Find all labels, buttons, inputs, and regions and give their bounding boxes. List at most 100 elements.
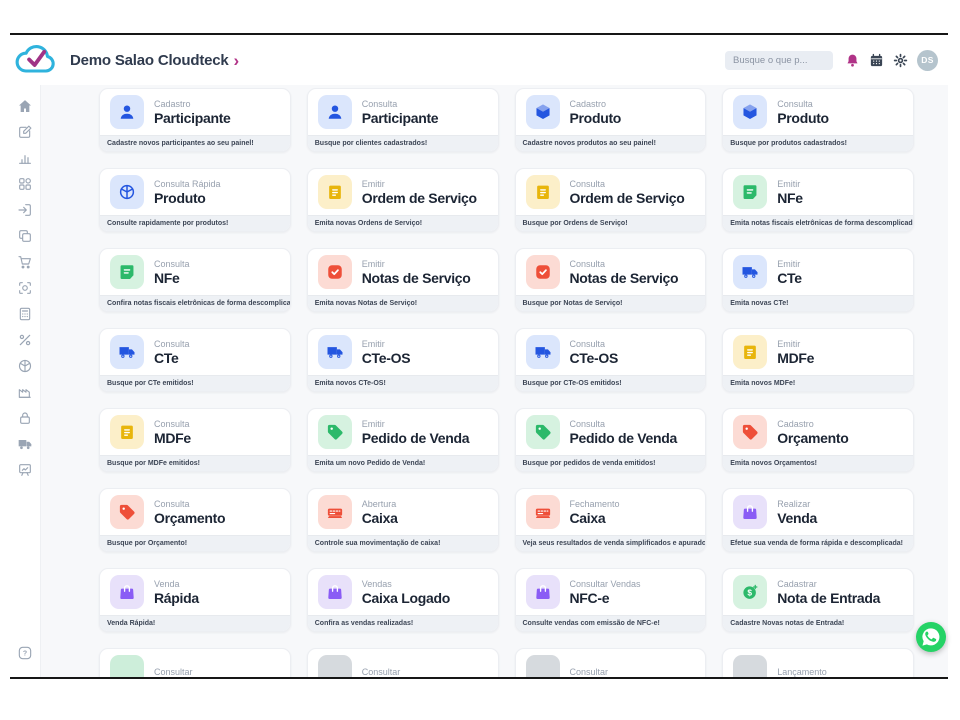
sidebar-item-scanner[interactable] bbox=[17, 280, 33, 296]
card-body: Vendas Caixa Logado bbox=[308, 569, 498, 615]
sign-in-icon bbox=[17, 202, 33, 218]
account-switcher[interactable]: Demo Salao Cloudteck › bbox=[70, 52, 239, 69]
card-category: Consulta bbox=[569, 258, 606, 269]
card-emitir-cte[interactable]: Emitir CTe Emita novas CTe! bbox=[722, 248, 914, 312]
clipboard-icon bbox=[118, 423, 136, 441]
card-realizar-venda[interactable]: Realizar Venda Efetue sua venda de forma… bbox=[722, 488, 914, 552]
card-cadastro-orcamento[interactable]: Cadastro Orçamento Emita novos Orçamento… bbox=[722, 408, 914, 472]
card-text: Consultar bbox=[570, 667, 609, 678]
cube-icon bbox=[534, 103, 552, 121]
blank-icon bbox=[534, 663, 552, 677]
sidebar-item-reports[interactable] bbox=[17, 150, 33, 166]
card-lancamento-partial[interactable]: Lançamento bbox=[722, 648, 914, 677]
card-category: Consulta Rápida bbox=[154, 178, 221, 189]
card-category: Consultar bbox=[569, 666, 609, 677]
card-description: Busque por Notas de Serviço! bbox=[515, 295, 706, 311]
card-abertura-caixa[interactable]: Abertura Caixa Controle sua movimentação… bbox=[306, 488, 499, 552]
card-emitir-cte-os[interactable]: Emitir CTe-OS Emita novos CTe-OS! bbox=[306, 328, 499, 392]
sidebar-item-entry[interactable] bbox=[17, 202, 33, 218]
card-vendas-caixa-logado[interactable]: Vendas Caixa Logado Confira as vendas re… bbox=[306, 568, 499, 632]
card-title: Venda bbox=[777, 509, 817, 526]
settings-gear-icon[interactable] bbox=[893, 53, 908, 68]
card-category: Cadastrar bbox=[777, 578, 817, 589]
clipboard-icon bbox=[326, 183, 344, 201]
sidebar-item-modules[interactable] bbox=[17, 176, 33, 192]
card-consultar-partial-1[interactable]: Consultar bbox=[99, 648, 291, 677]
card-icon-tile bbox=[525, 335, 560, 369]
card-cadastrar-nota-de-entrada[interactable]: Cadastrar Nota de Entrada Cadastre Novas… bbox=[722, 568, 914, 632]
card-emitir-nfe[interactable]: Emitir NFe Emita notas fiscais eletrônic… bbox=[722, 168, 914, 232]
card-text: Cadastro Orçamento bbox=[777, 419, 849, 446]
card-consulta-produto[interactable]: Consulta Produto Busque por produtos cad… bbox=[722, 88, 914, 152]
whatsapp-button[interactable] bbox=[916, 622, 946, 652]
calendar-icon[interactable] bbox=[869, 53, 884, 68]
card-consultar-partial-2[interactable]: Consultar bbox=[306, 648, 499, 677]
card-text: Venda Rápida bbox=[154, 579, 199, 606]
card-description: Venda Rápida! bbox=[100, 615, 290, 631]
sidebar-item-help[interactable] bbox=[17, 645, 33, 661]
card-icon-tile bbox=[733, 415, 768, 449]
card-category: Fechamento bbox=[569, 498, 620, 509]
card-consulta-nfe[interactable]: Consulta NFe Confira notas fiscais eletr… bbox=[99, 248, 291, 312]
sidebar-item-security[interactable] bbox=[17, 410, 33, 426]
sidebar-item-logistics[interactable] bbox=[17, 436, 33, 452]
card-category: Emitir bbox=[777, 338, 801, 349]
card-category: Consulta bbox=[154, 498, 190, 509]
card-icon-tile bbox=[317, 95, 352, 129]
card-description: Emita novos Orçamentos! bbox=[723, 455, 913, 471]
percent-icon bbox=[17, 332, 33, 348]
search-input[interactable] bbox=[725, 50, 833, 70]
card-category: Consulta bbox=[569, 418, 606, 429]
sidebar-item-purchases[interactable] bbox=[17, 254, 33, 270]
card-emitir-pedido-de-venda[interactable]: Emitir Pedido de Venda Emita um novo Ped… bbox=[306, 408, 499, 472]
card-consulta-ordem-de-servico[interactable]: Consulta Ordem de Serviço Busque por Ord… bbox=[514, 168, 707, 232]
card-consulta-cte[interactable]: Consulta CTe Busque por CTe emitidos! bbox=[99, 328, 291, 392]
card-consulta-pedido-de-venda[interactable]: Consulta Pedido de Venda Busque por pedi… bbox=[514, 408, 707, 472]
card-consulta-participante[interactable]: Consulta Participante Busque por cliente… bbox=[306, 88, 499, 152]
card-text: Consultar bbox=[154, 667, 193, 678]
card-consulta-mdfe[interactable]: Consulta MDFe Busque por MDFe emitidos! bbox=[99, 408, 291, 472]
card-emitir-mdfe[interactable]: Emitir MDFe Emita novos MDFe! bbox=[722, 328, 914, 392]
sidebar-item-documents[interactable] bbox=[17, 228, 33, 244]
card-consulta-orcamento[interactable]: Consulta Orçamento Busque por Orçamento! bbox=[99, 488, 291, 552]
card-category: Consultar bbox=[154, 666, 193, 677]
card-text: Consulta Produto bbox=[777, 99, 829, 126]
card-venda-rapida[interactable]: Venda Rápida Venda Rápida! bbox=[99, 568, 291, 632]
card-icon-tile bbox=[733, 655, 768, 677]
factory-icon bbox=[17, 384, 33, 400]
card-emitir-ordem-de-servico[interactable]: Emitir Ordem de Serviço Emita novas Orde… bbox=[306, 168, 499, 232]
card-description: Busque por CTe emitidos! bbox=[100, 375, 290, 391]
card-consultar-vendas-nfc-e[interactable]: Consultar Vendas NFC-e Consulte vendas c… bbox=[514, 568, 707, 632]
card-text: Emitir CTe-OS bbox=[362, 339, 411, 366]
sidebar-item-calculator[interactable] bbox=[17, 306, 33, 322]
card-cadastro-produto[interactable]: Cadastro Produto Cadastre novos produtos… bbox=[514, 88, 707, 152]
card-consulta-rapida-produto[interactable]: Consulta Rápida Produto Consulte rapidam… bbox=[99, 168, 291, 232]
sidebar-item-discounts[interactable] bbox=[17, 332, 33, 348]
sidebar-item-compose[interactable] bbox=[17, 124, 33, 140]
card-emitir-notas-de-servico[interactable]: Emitir Notas de Serviço Emita novas Nota… bbox=[306, 248, 499, 312]
chevron-right-icon: › bbox=[233, 50, 240, 70]
card-description: Busque por pedidos de venda emitidos! bbox=[515, 455, 706, 471]
blank-icon bbox=[118, 663, 136, 677]
card-text: Consulta Pedido de Venda bbox=[570, 419, 678, 446]
sidebar-item-home[interactable] bbox=[17, 98, 33, 114]
card-icon-tile bbox=[733, 495, 768, 529]
card-title: MDFe bbox=[777, 349, 815, 366]
sidebar-item-presentation[interactable] bbox=[17, 462, 33, 478]
sidebar-item-manufacturing[interactable] bbox=[17, 384, 33, 400]
package-sphere-icon bbox=[17, 358, 33, 374]
card-body: Lançamento bbox=[723, 649, 913, 677]
card-description: Busque por produtos cadastrados! bbox=[723, 135, 913, 151]
sidebar-item-products[interactable] bbox=[17, 358, 33, 374]
card-icon-tile bbox=[317, 415, 352, 449]
card-fechamento-caixa[interactable]: Fechamento Caixa Veja seus resultados de… bbox=[514, 488, 707, 552]
card-cadastro-participante[interactable]: Cadastro Participante Cadastre novos par… bbox=[99, 88, 291, 152]
card-consulta-cte-os[interactable]: Consulta CTe-OS Busque por CTe-OS emitid… bbox=[514, 328, 707, 392]
blank-icon bbox=[741, 663, 759, 677]
card-body: Emitir Pedido de Venda bbox=[308, 409, 498, 455]
notifications-bell-icon[interactable] bbox=[845, 53, 860, 68]
card-consulta-notas-de-servico[interactable]: Consulta Notas de Serviço Busque por Not… bbox=[514, 248, 707, 312]
user-avatar[interactable]: DS bbox=[917, 49, 938, 71]
card-title: Participante bbox=[361, 109, 439, 126]
card-consultar-partial-3[interactable]: Consultar bbox=[514, 648, 707, 678]
